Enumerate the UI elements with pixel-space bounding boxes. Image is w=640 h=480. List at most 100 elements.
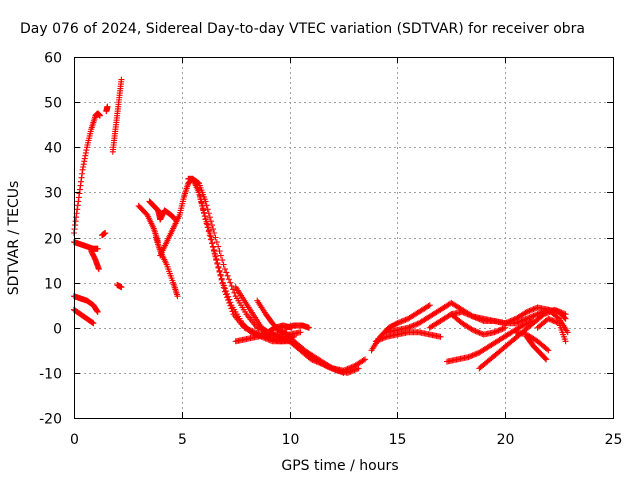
data-point [241, 324, 248, 331]
data-point [555, 308, 562, 315]
data-point [208, 236, 215, 243]
data-point [275, 333, 282, 340]
data-point [331, 365, 338, 372]
data-point [285, 337, 292, 344]
data-point [375, 337, 382, 344]
data-point [283, 337, 290, 344]
data-point [564, 329, 571, 336]
data-point [229, 308, 236, 315]
data-point [215, 264, 222, 271]
series-track-f [99, 229, 109, 239]
data-point [376, 336, 383, 343]
data-point [495, 327, 502, 334]
data-point [219, 280, 226, 287]
data-point [518, 317, 525, 324]
data-point [552, 318, 559, 325]
data-point [469, 327, 476, 334]
data-point [224, 272, 231, 279]
data-point [221, 266, 228, 273]
data-point [527, 307, 534, 314]
x-tick-label: 5 [178, 432, 187, 448]
data-point [207, 233, 214, 240]
data-point [210, 226, 217, 233]
data-point [348, 368, 355, 375]
data-point [206, 227, 213, 234]
data-point [477, 330, 484, 337]
series-track-b [71, 239, 101, 252]
data-point [463, 310, 470, 317]
data-point [492, 328, 499, 335]
y-tick-label: 0 [53, 322, 62, 338]
data-point [525, 308, 532, 315]
data-point [402, 316, 409, 323]
y-tick-label: 10 [44, 277, 62, 293]
data-point [102, 229, 109, 236]
y-tick-label: -10 [39, 367, 62, 383]
data-point [271, 324, 278, 331]
series-track-ah [534, 315, 569, 345]
data-point [266, 329, 273, 336]
data-point [336, 368, 343, 375]
data-point [209, 240, 216, 247]
data-point [372, 338, 379, 345]
data-point [218, 276, 225, 283]
data-point [244, 325, 251, 332]
data-point [467, 312, 474, 319]
y-tick-label: 60 [44, 51, 62, 67]
data-point [472, 328, 479, 335]
data-point [464, 311, 471, 318]
data-point [553, 319, 560, 326]
data-point [265, 329, 272, 336]
data-point [273, 332, 280, 339]
data-point [339, 369, 346, 376]
data-point [526, 307, 533, 314]
data-point [394, 320, 401, 327]
data-point [360, 357, 367, 364]
data-point [174, 293, 181, 300]
data-point [204, 221, 211, 228]
series-track-c [88, 248, 102, 273]
data-point [523, 308, 530, 315]
data-point [228, 283, 235, 290]
data-point [503, 319, 510, 326]
series-track-m [152, 234, 181, 300]
data-point [214, 261, 221, 268]
data-point [504, 319, 511, 326]
data-point [267, 330, 274, 337]
data-point [221, 288, 228, 295]
y-tick-label: 20 [44, 232, 62, 248]
data-point [380, 334, 387, 341]
data-point [225, 297, 232, 304]
data-point [203, 218, 210, 225]
data-point [531, 312, 538, 319]
data-point [275, 326, 282, 333]
data-point [502, 320, 509, 327]
x-tick-label: 25 [605, 432, 623, 448]
data-point [347, 368, 354, 375]
data-point [466, 353, 473, 360]
data-point [104, 103, 111, 110]
data-point [425, 303, 432, 310]
series-track-w [275, 333, 347, 376]
data-point [340, 369, 347, 376]
data-point [472, 351, 479, 358]
data-point [518, 323, 525, 330]
data-point [201, 210, 208, 217]
data-point [476, 329, 483, 336]
data-point [517, 318, 524, 325]
data-point [533, 311, 540, 318]
data-point [397, 319, 404, 326]
data-point [335, 367, 342, 374]
series-track-v [282, 322, 313, 331]
data-point [401, 317, 408, 324]
data-point [469, 352, 476, 359]
series-track-ac [443, 317, 537, 365]
data-point [219, 257, 226, 264]
data-point [362, 356, 369, 363]
data-point [89, 319, 96, 326]
data-point [499, 325, 506, 332]
data-point [351, 367, 358, 374]
data-point [414, 320, 421, 327]
data-point [217, 272, 224, 279]
